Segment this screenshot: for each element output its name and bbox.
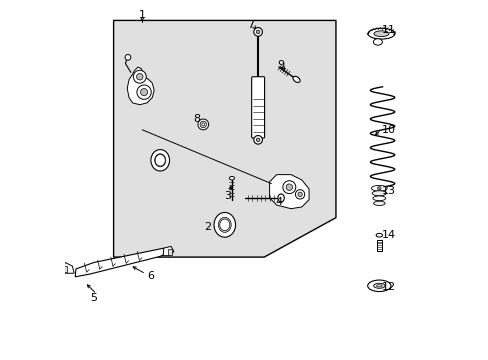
- Circle shape: [140, 89, 147, 96]
- Ellipse shape: [373, 39, 382, 45]
- Ellipse shape: [372, 196, 385, 201]
- Text: 10: 10: [382, 125, 395, 135]
- Ellipse shape: [373, 283, 384, 288]
- Text: 1: 1: [139, 10, 145, 20]
- Circle shape: [137, 85, 151, 99]
- Text: 12: 12: [382, 282, 395, 292]
- Ellipse shape: [229, 176, 234, 180]
- Text: 14: 14: [382, 230, 395, 239]
- Text: 7: 7: [247, 20, 254, 30]
- Polygon shape: [113, 21, 335, 257]
- Circle shape: [133, 70, 146, 83]
- Bar: [63, 266, 67, 272]
- Ellipse shape: [151, 149, 169, 171]
- Bar: [168, 249, 172, 255]
- Ellipse shape: [292, 76, 300, 82]
- Text: 5: 5: [90, 293, 97, 303]
- Ellipse shape: [202, 123, 204, 126]
- Circle shape: [297, 192, 302, 197]
- Circle shape: [295, 190, 304, 199]
- Polygon shape: [163, 246, 174, 256]
- Ellipse shape: [218, 217, 231, 232]
- Bar: [376, 239, 381, 251]
- Circle shape: [285, 184, 292, 190]
- Ellipse shape: [200, 121, 206, 128]
- Ellipse shape: [214, 212, 235, 237]
- Ellipse shape: [373, 31, 388, 37]
- Circle shape: [282, 181, 295, 194]
- Circle shape: [256, 30, 260, 34]
- Ellipse shape: [376, 285, 381, 287]
- Text: 2: 2: [204, 222, 211, 232]
- Circle shape: [253, 28, 262, 36]
- Polygon shape: [127, 67, 154, 105]
- Circle shape: [253, 135, 262, 144]
- Ellipse shape: [371, 185, 386, 191]
- Ellipse shape: [373, 201, 384, 206]
- Circle shape: [136, 73, 142, 80]
- Ellipse shape: [367, 280, 390, 292]
- Polygon shape: [269, 175, 308, 209]
- Text: 4: 4: [274, 197, 282, 207]
- Text: 6: 6: [147, 271, 154, 281]
- Ellipse shape: [219, 219, 229, 231]
- Polygon shape: [75, 248, 165, 277]
- Text: 8: 8: [193, 114, 200, 124]
- Text: 11: 11: [382, 25, 395, 35]
- Text: 13: 13: [382, 186, 395, 197]
- Ellipse shape: [371, 191, 386, 196]
- Ellipse shape: [277, 194, 284, 202]
- Polygon shape: [62, 262, 74, 273]
- Circle shape: [377, 186, 380, 190]
- Text: 3: 3: [224, 191, 231, 201]
- Ellipse shape: [198, 119, 208, 130]
- Circle shape: [125, 54, 131, 60]
- Ellipse shape: [154, 154, 165, 167]
- Text: 9: 9: [276, 59, 284, 69]
- Ellipse shape: [375, 233, 382, 237]
- Circle shape: [256, 138, 260, 141]
- Ellipse shape: [367, 28, 394, 39]
- Ellipse shape: [155, 154, 165, 166]
- FancyBboxPatch shape: [251, 77, 264, 138]
